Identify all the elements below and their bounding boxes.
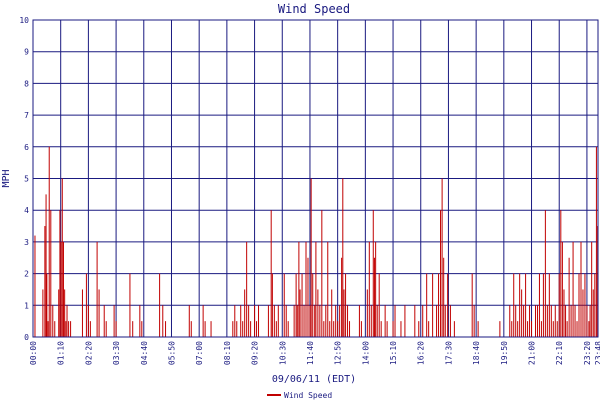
x-tick-label: 17:30 [444, 341, 453, 365]
x-axis-label: 09/06/11 (EDT) [272, 374, 356, 385]
x-tick-label: 12:50 [334, 341, 343, 365]
y-tick-label: 7 [24, 111, 29, 120]
x-tick-label: 21:00 [528, 341, 537, 365]
wind-speed-series [34, 146, 599, 337]
x-tick-label: 05:50 [167, 341, 176, 365]
x-tick-label: 02:20 [84, 341, 93, 365]
x-tick-label: 00:00 [29, 341, 38, 365]
x-tick-label: 11:40 [306, 341, 315, 365]
y-tick-label: 5 [24, 175, 29, 184]
x-tick-label: 18:40 [472, 341, 481, 365]
y-axis-label: MPH [1, 169, 12, 187]
y-axis-ticks: 0 1 2 3 4 5 6 7 8 9 10 [19, 16, 29, 342]
x-tick-label: 04:40 [140, 341, 149, 365]
y-tick-label: 6 [24, 143, 29, 152]
y-tick-label: 3 [24, 238, 29, 247]
y-tick-label: 8 [24, 79, 29, 88]
x-tick-label: 09:20 [251, 341, 260, 365]
x-tick-label: 10:30 [278, 341, 287, 365]
y-tick-label: 4 [24, 206, 29, 215]
x-tick-label: 16:20 [417, 341, 426, 365]
x-tick-label: 01:10 [57, 341, 66, 365]
x-tick-label: 19:50 [500, 341, 509, 365]
x-tick-label: 03:30 [112, 341, 121, 365]
x-tick-label: 08:10 [223, 341, 232, 365]
y-tick-label: 0 [24, 333, 29, 342]
x-tick-label: 14:00 [361, 341, 370, 365]
y-tick-label: 1 [24, 301, 29, 310]
x-tick-label: 22:10 [555, 341, 564, 365]
x-tick-label: 23:48 [594, 341, 600, 365]
y-tick-label: 9 [24, 48, 29, 57]
x-tick-label: 23:20 [583, 341, 592, 365]
x-tick-label: 07:00 [195, 341, 204, 365]
chart-legend: Wind Speed [267, 391, 332, 400]
legend-label: Wind Speed [284, 391, 332, 400]
plot-frame [32, 19, 599, 338]
y-tick-label: 10 [19, 16, 29, 25]
y-tick-label: 2 [24, 270, 29, 279]
x-tick-label: 15:10 [389, 341, 398, 365]
x-axis-ticks: 00:00 01:10 02:20 03:30 04:40 05:50 07:00 08:10… [29, 341, 600, 365]
chart-title: Wind Speed [278, 2, 350, 16]
